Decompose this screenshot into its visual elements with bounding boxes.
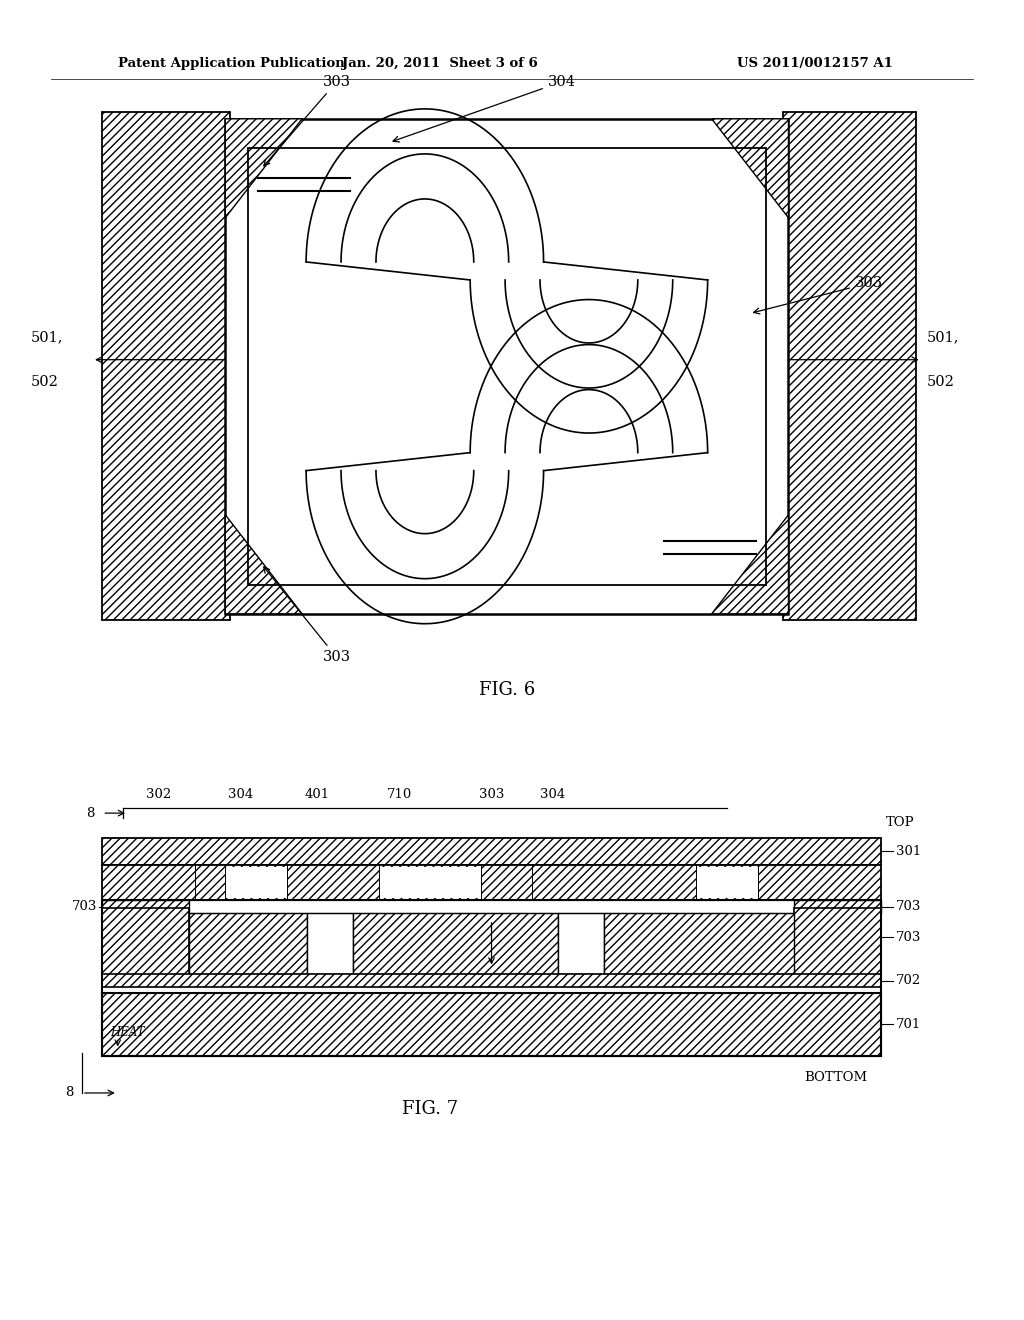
Text: 303: 303: [754, 276, 883, 314]
Polygon shape: [712, 119, 788, 218]
Text: 304: 304: [541, 788, 565, 801]
Bar: [379, 867, 481, 898]
Text: Patent Application Publication: Patent Application Publication: [118, 57, 344, 70]
Text: TOP: TOP: [886, 816, 914, 829]
Bar: [225, 867, 287, 898]
Bar: [102, 900, 881, 1056]
Bar: [225, 119, 788, 614]
Polygon shape: [225, 119, 302, 218]
Bar: [783, 112, 916, 620]
Text: 501,: 501,: [31, 330, 63, 345]
Text: 303: 303: [479, 788, 504, 801]
Text: 301: 301: [896, 845, 922, 858]
Bar: [248, 148, 766, 585]
Bar: [102, 974, 881, 987]
Bar: [102, 993, 881, 1056]
Text: 502: 502: [927, 375, 954, 389]
Text: 304: 304: [393, 75, 575, 143]
Bar: [189, 913, 307, 974]
Text: 401: 401: [305, 788, 330, 801]
Text: FIG. 7: FIG. 7: [402, 1100, 458, 1118]
Text: BOTTOM: BOTTOM: [804, 1071, 867, 1084]
Bar: [604, 913, 794, 974]
Polygon shape: [225, 515, 302, 614]
Bar: [102, 908, 189, 979]
Text: 701: 701: [896, 1018, 922, 1031]
Bar: [307, 913, 353, 974]
Text: 703: 703: [896, 900, 922, 913]
Polygon shape: [712, 515, 788, 614]
Text: 302: 302: [146, 788, 171, 801]
Text: 502: 502: [31, 375, 58, 389]
Bar: [794, 908, 881, 979]
Text: 8: 8: [86, 807, 94, 820]
Bar: [696, 867, 758, 898]
Text: HEAT: HEAT: [111, 1026, 145, 1039]
Text: 303: 303: [264, 566, 350, 664]
Text: 8: 8: [66, 1086, 74, 1100]
Text: 710: 710: [387, 788, 412, 801]
Text: 501,: 501,: [927, 330, 959, 345]
Bar: [353, 913, 558, 974]
Bar: [102, 838, 881, 865]
Text: FIG. 6: FIG. 6: [479, 681, 535, 700]
Text: 303: 303: [264, 75, 350, 166]
Text: 703: 703: [896, 931, 922, 944]
Text: 703: 703: [72, 900, 97, 913]
Bar: [558, 913, 604, 974]
Text: 702: 702: [896, 974, 922, 987]
Text: US 2011/0012157 A1: US 2011/0012157 A1: [737, 57, 893, 70]
Bar: [102, 112, 230, 620]
Bar: [102, 865, 881, 900]
Text: Jan. 20, 2011  Sheet 3 of 6: Jan. 20, 2011 Sheet 3 of 6: [342, 57, 539, 70]
Text: 304: 304: [228, 788, 253, 801]
Bar: [102, 900, 189, 913]
Bar: [794, 900, 881, 913]
